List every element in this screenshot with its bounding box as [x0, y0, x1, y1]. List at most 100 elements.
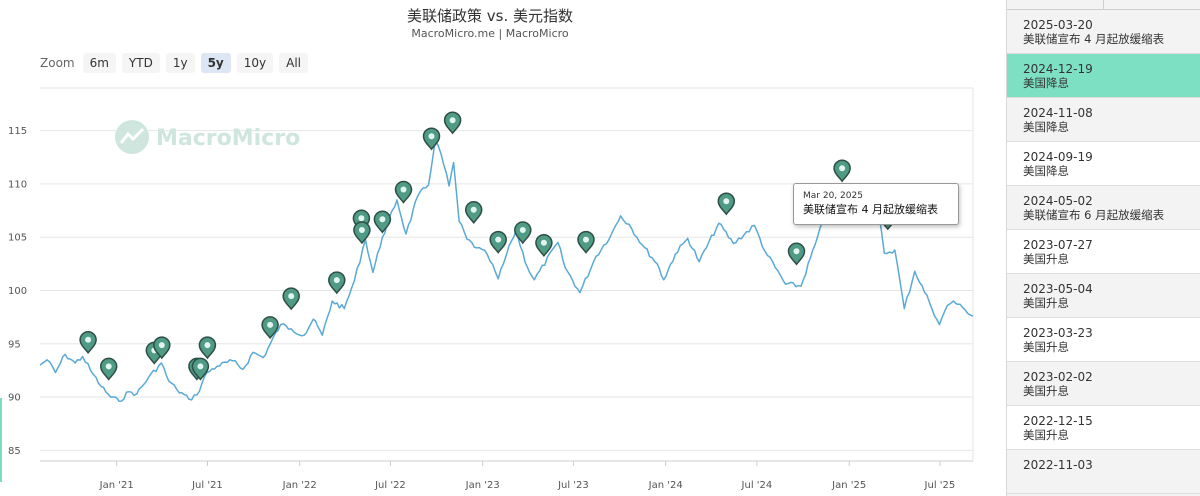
event-pin-marker[interactable] [198, 336, 217, 360]
pin-dot [158, 342, 165, 349]
event-date: 2025-03-20 [1023, 18, 1093, 32]
event-pin-marker[interactable] [833, 159, 851, 183]
x-tick-label: Jan '25 [831, 480, 866, 491]
chart-area: 美联储政策 vs. 美元指数 MacroMicro.me | MacroMicr… [0, 0, 1005, 496]
event-item[interactable]: 2023-07-27 美国升息 [1007, 230, 1200, 274]
y-tick-label: 110 [8, 179, 27, 190]
x-tick-label: Jul '22 [374, 480, 406, 491]
pin-dot [267, 321, 274, 328]
panel-tab-left[interactable] [1007, 0, 1104, 10]
zoom-label: Zoom [40, 56, 75, 70]
zoom-controls: Zoom 6m YTD 1y 5y 10y All [40, 53, 309, 73]
pin-dot [288, 293, 295, 300]
event-text: 美国升息 [1023, 252, 1069, 266]
event-pin-marker[interactable] [787, 242, 806, 266]
pin-dot [379, 216, 386, 223]
event-pin-marker[interactable] [373, 210, 392, 234]
event-date: 2022-12-15 [1023, 414, 1093, 428]
zoom-5y-button[interactable]: 5y [200, 53, 231, 73]
event-text: 美联储宣布 6 月起放缓缩表 [1023, 208, 1165, 222]
pin-dot [723, 198, 730, 205]
event-text: 美国降息 [1023, 76, 1069, 90]
event-text: 美联储宣布 4 月起放缓缩表 [1023, 32, 1165, 46]
y-tick-label: 85 [8, 446, 21, 457]
pin-dot [839, 165, 846, 172]
tooltip-date: Mar 20, 2025 [803, 191, 863, 201]
pin-dot [358, 215, 365, 222]
pin-dot [85, 336, 92, 343]
y-tick-label: 95 [8, 339, 21, 350]
zoom-1y-button[interactable]: 1y [165, 53, 195, 73]
y-tick-label: 100 [8, 286, 27, 297]
event-item[interactable]: 2024-09-19 美国降息 [1007, 142, 1200, 186]
x-tick-label: Jul '24 [741, 480, 773, 491]
event-pin-marker[interactable] [535, 234, 553, 258]
event-date: 2024-05-02 [1023, 194, 1093, 208]
event-item[interactable]: 2025-03-20 美联储宣布 4 月起放缓缩表 [1007, 10, 1200, 54]
zoom-6m-button[interactable]: 6m [82, 53, 116, 73]
event-pin-marker[interactable] [514, 221, 532, 245]
chart-subtitle: MacroMicro.me | MacroMicro [411, 27, 569, 40]
event-pin-marker[interactable] [443, 111, 462, 135]
y-tick-label: 115 [8, 126, 27, 137]
zoom-ytd-button[interactable]: YTD [121, 53, 160, 73]
dxy-series-line [39, 139, 974, 403]
pin-dot [449, 117, 456, 124]
pin-dot [583, 236, 589, 243]
event-item-selected[interactable]: 2024-12-19 美国降息 [1007, 54, 1200, 98]
event-pin-marker[interactable] [328, 271, 346, 295]
pin-dot [333, 277, 340, 284]
x-tick-label: Jan '24 [648, 480, 683, 491]
pin-dot [495, 236, 502, 243]
event-date: 2024-12-19 [1023, 62, 1093, 76]
pin-dot [204, 342, 211, 349]
x-tick-label: Jul '25 [924, 480, 956, 491]
event-item[interactable]: 2023-05-04 美国升息 [1007, 274, 1200, 318]
pin-dot [400, 186, 407, 193]
pin-dot [793, 248, 800, 255]
event-date: 2023-03-23 [1023, 326, 1093, 340]
event-item[interactable]: 2024-11-08 美国降息 [1007, 98, 1200, 142]
pin-dot [105, 363, 112, 370]
pin-dot [540, 239, 547, 246]
pin-dot [358, 227, 365, 233]
event-date: 2023-02-02 [1023, 370, 1093, 384]
event-item[interactable]: 2023-03-23 美国升息 [1007, 318, 1200, 362]
pin-dot [519, 227, 526, 233]
x-tick-label: Jan '21 [99, 480, 134, 491]
event-pin-marker[interactable] [577, 230, 595, 254]
dxy-line-chart[interactable]: 85 90 95 100 105 110 115 Jan '21 Jul '21 Jan '22 J… [0, 0, 1005, 496]
event-pin-marker[interactable] [464, 201, 483, 225]
pin-dot [470, 206, 477, 213]
x-tick-label: Jan '23 [465, 480, 500, 491]
zoom-10y-button[interactable]: 10y [236, 53, 274, 73]
event-item[interactable]: 2024-05-02 美联储宣布 6 月起放缓缩表 [1007, 186, 1200, 230]
event-pin-marker[interactable] [99, 357, 118, 381]
chart-title: 美联储政策 vs. 美元指数 [407, 7, 573, 25]
event-text: 美国升息 [1023, 340, 1069, 354]
event-pin-marker[interactable] [422, 127, 441, 151]
event-pin-marker[interactable] [191, 357, 210, 381]
tooltip-text: 美联储宣布 4 月起放缓缩表 [803, 203, 938, 216]
event-side-panel: 2025-03-20 美联储宣布 4 月起放缓缩表 2024-12-19 美国降… [1006, 0, 1200, 496]
event-item[interactable]: 2022-11-03 [1007, 450, 1200, 494]
event-item[interactable]: 2022-12-15 美国升息 [1007, 406, 1200, 450]
y-tick-label: 90 [8, 393, 21, 404]
panel-tab-right[interactable] [1104, 0, 1200, 10]
zoom-all-button[interactable]: All [279, 53, 309, 73]
event-pin-marker[interactable] [282, 287, 300, 311]
pin-dot [428, 133, 435, 140]
event-pin-marker[interactable] [153, 336, 171, 360]
event-pin-marker[interactable] [489, 230, 507, 254]
event-text: 美国降息 [1023, 120, 1069, 134]
event-pin-marker[interactable] [353, 221, 371, 245]
event-pin-marker[interactable] [717, 192, 736, 216]
watermark-logo [115, 120, 149, 154]
pin-dot [197, 363, 204, 370]
event-item[interactable]: 2023-02-02 美国升息 [1007, 362, 1200, 406]
event-pin-marker[interactable] [261, 316, 279, 340]
chart-tooltip: Mar 20, 2025 美联储宣布 4 月起放缓缩表 [793, 183, 959, 225]
event-pin-marker[interactable] [79, 331, 97, 355]
event-pin-marker[interactable] [394, 180, 413, 204]
event-date: 2023-05-04 [1023, 282, 1093, 296]
